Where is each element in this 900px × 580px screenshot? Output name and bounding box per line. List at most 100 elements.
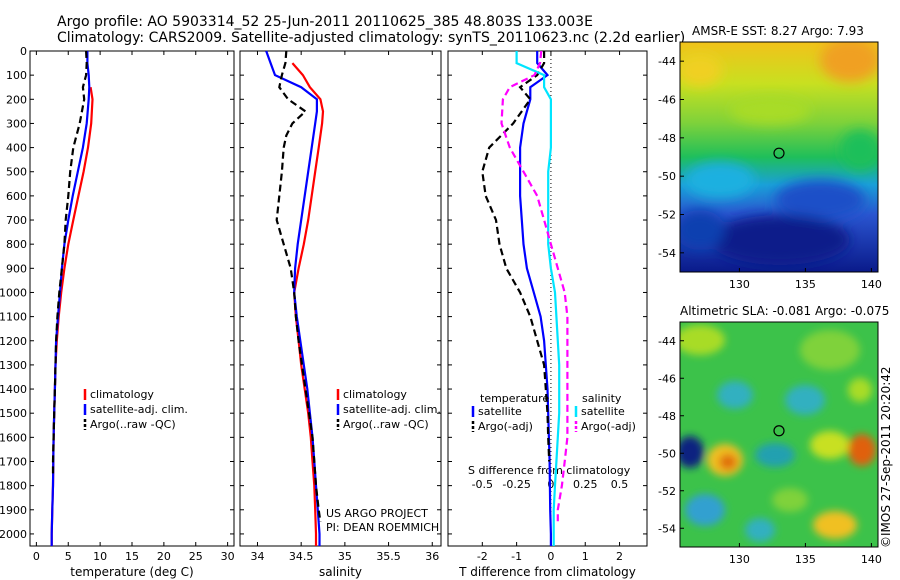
salinity-panel: 34 34.5 35 35.5 36 salinity climatology satelli…: [239, 50, 442, 579]
y-tick-label: 1700: [0, 455, 27, 468]
s-tick-label: 0.25: [573, 478, 598, 491]
series-line: [481, 51, 551, 462]
series-line: [275, 50, 322, 523]
x-tick-label: 36: [425, 550, 439, 563]
series-line: [515, 51, 561, 546]
map-y-tick-label: -48: [658, 132, 676, 145]
legend-label: satellite: [478, 405, 522, 418]
annotation: PI: DEAN ROEMMICH: [326, 521, 439, 534]
map-y-tick-label: -46: [658, 372, 676, 385]
legend-title: temperature: [480, 392, 549, 405]
x-tick-label: 20: [157, 550, 171, 563]
map-y-tick-label: -52: [658, 209, 676, 222]
map-y-tick-label: -54: [658, 522, 676, 535]
y-tick-label: 100: [6, 69, 27, 82]
y-tick-label: 700: [6, 214, 27, 227]
legend-label: Argo(-adj): [478, 420, 533, 433]
map-y-tick-label: -52: [658, 485, 676, 498]
y-tick-label: 1500: [0, 407, 27, 420]
sla-map: Altimetric SLA: -0.081 Argo: -0.075: [658, 304, 889, 566]
s-tick-label: -0.5: [472, 478, 493, 491]
map-y-tick-label: -48: [658, 410, 676, 423]
temperature-panel: 0100200300400500600700800900100011001200…: [0, 45, 235, 579]
sla-map-title: Altimetric SLA: -0.081 Argo: -0.075: [680, 304, 889, 318]
map-x-tick-label: 135: [795, 553, 816, 566]
legend-label: climatology: [343, 388, 407, 401]
sst-map: AMSR-E SST: 8.27 Argo: 7.93 130 135 140 -44…: [658, 24, 882, 291]
map-x-tick-label: 130: [729, 553, 750, 566]
x-tick-label: 1: [582, 550, 589, 563]
x-axis-label: salinity: [319, 565, 362, 579]
y-tick-label: 2000: [0, 528, 27, 541]
y-tick-label: 1900: [0, 504, 27, 517]
y-tick-label: 600: [6, 190, 27, 203]
annotation: US ARGO PROJECT: [326, 507, 428, 520]
y-tick-label: 900: [6, 262, 27, 275]
series-line: [518, 51, 553, 546]
argo-location-marker: [773, 147, 785, 159]
x-tick-label: 34.5: [289, 550, 314, 563]
legend-label: satellite-adj. clim.: [343, 403, 441, 416]
y-tick-label: 400: [6, 142, 27, 155]
header-line1: Argo profile: AO 5903314_52 25-Jun-2011 …: [57, 14, 593, 30]
y-tick-label: 800: [6, 238, 27, 251]
legend-label: satellite: [581, 405, 625, 418]
s-tick-label: 0.5: [611, 478, 629, 491]
plot-frame: [239, 50, 442, 547]
x-tick-label: 0: [33, 550, 40, 563]
map-y-tick-label: -44: [658, 335, 676, 348]
header-line2: Climatology: CARS2009. Satellite-adjuste…: [57, 30, 685, 46]
map-x-tick-label: 130: [729, 278, 750, 291]
x-tick-label: -1: [511, 550, 522, 563]
map-x-tick-label: 140: [861, 278, 882, 291]
y-tick-label: 1800: [0, 480, 27, 493]
x-tick-label: 30: [221, 550, 235, 563]
y-tick-label: 500: [6, 166, 27, 179]
sla-map-field: [680, 322, 878, 547]
y-tick-label: 0: [20, 45, 27, 58]
y-tick-label: 1600: [0, 431, 27, 444]
map-y-tick-label: -50: [658, 170, 676, 183]
y-tick-label: 1100: [0, 311, 27, 324]
series-line: [500, 50, 569, 522]
x-tick-label: 35: [338, 550, 352, 563]
map-y-tick-label: -50: [658, 447, 676, 460]
s-tick-label: -0.25: [502, 478, 530, 491]
x-tick-label: 15: [125, 550, 139, 563]
map-x-tick-label: 135: [795, 278, 816, 291]
footer-stamp: ©IMOS 27-Sep-2011 20:20:42: [879, 366, 893, 548]
x-tick-label: 5: [65, 550, 72, 563]
map-y-tick-label: -54: [658, 247, 676, 260]
plot-frame: [29, 50, 235, 547]
y-tick-label: 1200: [0, 335, 27, 348]
difference-panel: -2 -1 0 1 2-0.5 -0.25 0 0.25 0.5S difference fro…: [447, 50, 648, 579]
plot-frame: [447, 50, 648, 547]
map-y-tick-label: -46: [658, 94, 676, 107]
y-tick-label: 200: [6, 93, 27, 106]
x-tick-label: 2: [616, 550, 623, 563]
x-tick-label: 0: [547, 550, 554, 563]
y-tick-label: 1400: [0, 383, 27, 396]
map-y-tick-label: -44: [658, 55, 676, 68]
sst-map-field: [680, 42, 878, 272]
x-tick-label: 25: [189, 550, 203, 563]
x-axis-label: temperature (deg C): [70, 565, 193, 579]
y-tick-label: 1300: [0, 359, 27, 372]
x-axis-label: T difference from climatology: [458, 565, 636, 579]
map-x-tick-label: 140: [861, 553, 882, 566]
sst-map-title: AMSR-E SST: 8.27 Argo: 7.93: [692, 24, 864, 38]
x-tick-label: 10: [93, 550, 107, 563]
series-line: [51, 50, 88, 474]
series-line: [291, 62, 325, 546]
argo-location-marker: [773, 425, 785, 437]
legend-label: climatology: [90, 388, 154, 401]
y-tick-label: 1000: [0, 286, 27, 299]
x-tick-label: 34: [250, 550, 264, 563]
legend-title: salinity: [582, 392, 622, 405]
legend-label: Argo(..raw -QC): [343, 418, 429, 431]
legend-label: Argo(..raw -QC): [90, 418, 176, 431]
y-tick-label: 300: [6, 117, 27, 130]
legend-label: Argo(-adj): [581, 420, 636, 433]
legend-label: satellite-adj. clim.: [90, 403, 188, 416]
